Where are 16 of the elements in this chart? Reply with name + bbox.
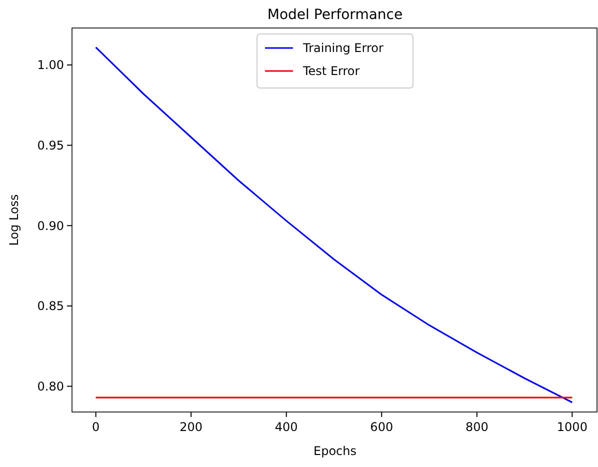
x-tick-label: 1000: [556, 420, 588, 434]
x-tick-label: 800: [465, 420, 488, 434]
x-tick-label: 200: [180, 420, 203, 434]
x-tick-label: 400: [274, 420, 298, 434]
y-tick-label: 0.95: [37, 138, 64, 152]
legend-label: Training Error: [302, 41, 384, 56]
y-tick-label: 1.00: [37, 58, 64, 72]
x-tick-label: 0: [92, 420, 100, 434]
chart-title: Model Performance: [267, 7, 403, 23]
x-axis-title: Epochs: [314, 444, 356, 458]
legend-label: Test Error: [302, 64, 360, 78]
y-tick-label: 0.90: [37, 218, 64, 233]
y-tick-label: 0.80: [37, 379, 64, 394]
y-axis-title: Log Loss: [7, 194, 21, 246]
y-tick-label: 0.85: [37, 299, 64, 314]
x-tick-label: 600: [370, 420, 394, 434]
